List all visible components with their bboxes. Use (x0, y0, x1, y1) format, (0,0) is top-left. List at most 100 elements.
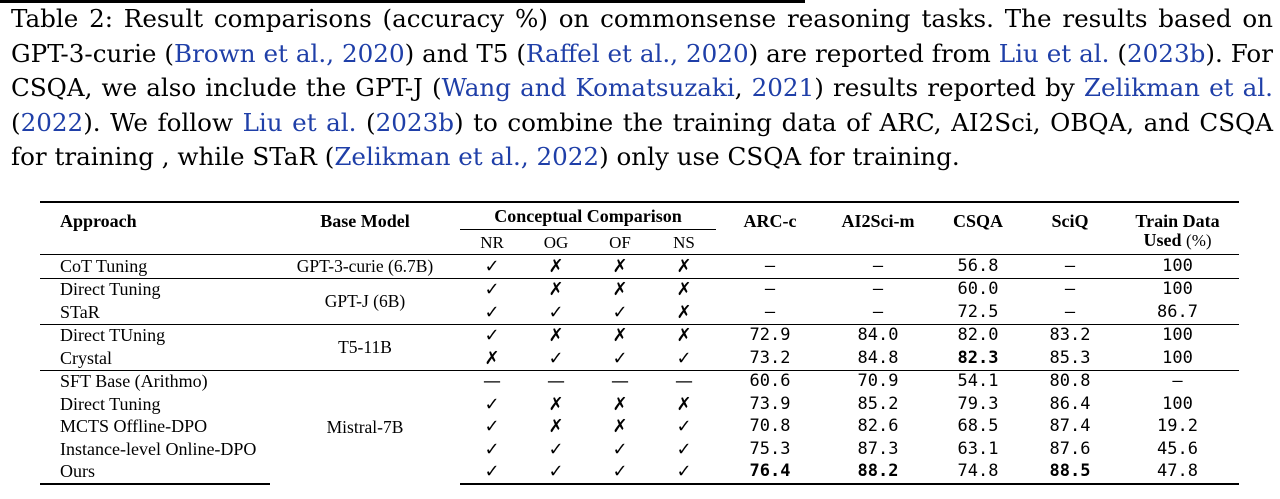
cell-train: 100 (1162, 347, 1193, 368)
cell-base-model: Mistral-7B (270, 369, 460, 484)
cell-ai2sci-m: — (824, 277, 933, 301)
cell-approach: STaR (60, 301, 100, 322)
cell-og: ✓ (548, 301, 564, 323)
table-row: Direct Tuning ✓ ✗ ✗ ✗ 73.9 85.2 79.3 86.… (40, 393, 1239, 416)
cell-train: 100 (1116, 323, 1240, 347)
cell-nr: ✗ (484, 347, 500, 369)
cell-nr: ✓ (484, 416, 500, 438)
citation-link[interactable]: Liu et al. (242, 107, 357, 137)
cell-approach: Instance-level Online-DPO (60, 438, 257, 459)
cell-approach: Direct TUning (40, 323, 270, 347)
cell-ai2sci-m: 88.2 (824, 460, 933, 485)
cell-of: ✓ (588, 460, 652, 485)
header-base-model: Base Model (270, 201, 460, 255)
cell-approach: Ours (40, 460, 270, 485)
citation-link[interactable]: 2023b (1127, 38, 1206, 68)
cell-base-model: GPT-J (6B) (270, 277, 460, 324)
cell-base-model: T5-11B (270, 323, 460, 370)
cell-train: 86.7 (1157, 301, 1198, 322)
cell-base-model: GPT-3-curie (6.7B) (270, 254, 460, 278)
cell-ai2sci-m: 70.9 (824, 369, 933, 393)
cell-nr: ✓ (460, 277, 524, 301)
header-approach: Approach (40, 201, 270, 255)
caption-text: , (734, 73, 752, 102)
cell-arc-c: — (716, 277, 825, 301)
table-row: Ours ✓ ✓ ✓ ✓ 76.4 88.2 74.8 88.5 47.8 (40, 460, 1240, 485)
cell-nr: ✓ (484, 438, 500, 460)
cell-arc-c: 72.9 (716, 323, 825, 347)
caption-text: ) only use CSQA for training. (599, 142, 960, 171)
cell-of: ✓ (612, 301, 628, 323)
cell-nr: — (460, 369, 524, 393)
cell-of: ✗ (588, 277, 652, 301)
header-train-data: Train Data Used (%) (1116, 201, 1240, 255)
header-arc-c: ARC-c (716, 201, 825, 255)
cell-sciq: 80.8 (1024, 369, 1117, 393)
citation-link[interactable]: 2023b (375, 107, 454, 137)
results-table: Approach Base Model Conceptual Compariso… (40, 201, 1240, 485)
cell-sciq: — (1024, 254, 1117, 278)
cell-approach: Direct Tuning (60, 393, 161, 414)
caption-text: ) and T5 ( (404, 38, 526, 68)
cell-og: ✓ (524, 460, 588, 485)
header-train-line1: Train Data (1135, 211, 1220, 231)
caption-text: ( (356, 107, 376, 137)
citation-link[interactable]: Zelikman et al., 2022 (334, 142, 600, 171)
cell-csqa: 68.5 (957, 416, 999, 437)
header-conceptual-comparison: Conceptual Comparison (460, 201, 717, 230)
citation-link[interactable]: 2021 (751, 73, 815, 102)
header-of: OF (588, 229, 652, 255)
cell-ai2sci-m: 84.8 (857, 347, 899, 368)
cell-of: ✗ (612, 416, 628, 438)
table-row: Direct Tuning GPT-J (6B) ✓ ✗ ✗ ✗ — — 60.… (40, 277, 1240, 324)
caption-text: ( (1109, 38, 1127, 68)
header-og: OG (524, 229, 588, 255)
citation-link[interactable]: Liu et al. (998, 38, 1110, 68)
citation-link[interactable]: Brown et al., 2020 (174, 38, 405, 68)
cell-train: 100 (1116, 254, 1240, 278)
cell-csqa: 82.3 (957, 347, 999, 368)
cell-approach: SFT Base (Arithmo) (40, 369, 270, 393)
cell-of: ✓ (612, 347, 628, 369)
cell-og: ✗ (524, 323, 588, 347)
cell-ai2sci-m: — (872, 301, 884, 322)
cell-arc-c: — (764, 301, 776, 322)
citation-link[interactable]: Raffel et al., 2020 (525, 38, 749, 68)
cell-og: ✗ (548, 416, 564, 438)
cell-csqa: 54.1 (932, 369, 1025, 393)
cell-ns: ✗ (676, 301, 692, 323)
cell-ai2sci-m: 87.3 (857, 438, 899, 459)
caption-text: Table 2: Result comparisons (accuracy %)… (11, 4, 1273, 68)
cell-csqa: 72.5 (957, 301, 999, 322)
cell-nr: ✓ (460, 323, 524, 347)
cell-nr: ✓ (484, 393, 500, 415)
cell-arc-c: 75.3 (749, 438, 791, 459)
header-ns: NS (652, 229, 717, 255)
cell-sciq: 87.4 (1049, 416, 1091, 437)
cell-og: ✓ (548, 438, 564, 460)
table-caption: Table 2: Result comparisons (accuracy %)… (11, 2, 1273, 175)
citation-link[interactable]: 2022 (20, 107, 84, 137)
caption-text: ) are reported from (748, 38, 999, 68)
citation-link[interactable]: Wang and Komatsuzaki (441, 73, 735, 102)
cell-approach: Crystal (60, 347, 112, 368)
cell-train: — (1116, 369, 1240, 393)
cell-train: 19.2 (1157, 416, 1198, 437)
header-ai2sci-m: AI2Sci-m (824, 201, 933, 255)
cell-sciq: 86.4 (1049, 393, 1091, 414)
cell-arc-c: — (716, 254, 825, 278)
cell-nr: ✓ (484, 301, 500, 323)
cell-sciq: — (1024, 277, 1117, 301)
cell-og: — (524, 369, 588, 393)
cell-og: ✓ (548, 347, 564, 369)
cell-ns: — (652, 369, 717, 393)
cell-csqa: 82.0 (932, 323, 1025, 347)
table-row: SFT Base (Arithmo) Mistral-7B — — — — 60… (40, 369, 1240, 484)
caption-text: ) results reported by (814, 73, 1084, 102)
cell-nr: ✓ (460, 254, 524, 278)
cell-of: ✗ (588, 254, 652, 278)
cell-og: ✗ (548, 393, 564, 415)
header-row: Approach Base Model Conceptual Compariso… (40, 201, 1240, 255)
table-row: Crystal ✗ ✓ ✓ ✓ 73.2 84.8 82.3 85.3 100 (40, 347, 1239, 370)
citation-link[interactable]: Zelikman et al. (1083, 73, 1273, 102)
